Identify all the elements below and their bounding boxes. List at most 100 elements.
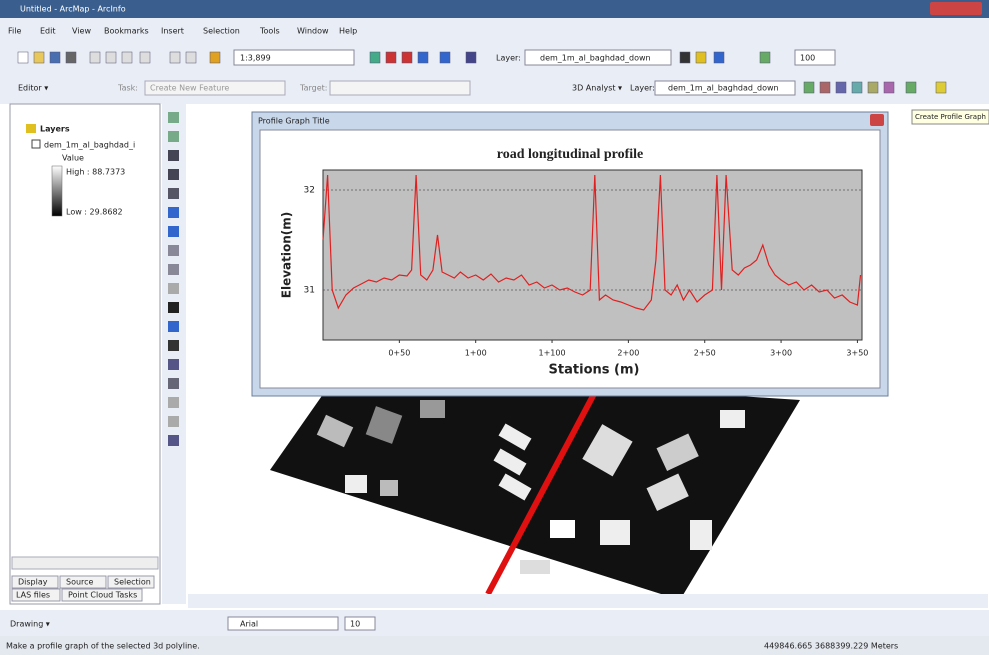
- toc-tab[interactable]: [59, 575, 107, 589]
- tool-button[interactable]: [168, 435, 179, 446]
- toc-root: Layers: [40, 125, 70, 134]
- x-tick-label: 3+00: [770, 349, 792, 358]
- plot-area: [322, 169, 863, 341]
- color-ramp: [51, 165, 63, 217]
- tool-button[interactable]: [168, 397, 179, 408]
- tool-button[interactable]: [168, 283, 179, 294]
- tooltip: [911, 109, 989, 125]
- target-dropdown[interactable]: [329, 80, 471, 96]
- window-title: Untitled - ArcMap - ArcInfo: [20, 5, 126, 14]
- selected-polyline[interactable]: [485, 390, 598, 596]
- tool-button[interactable]: [168, 321, 179, 332]
- menu-item[interactable]: Window: [297, 27, 329, 36]
- tool-button[interactable]: [168, 378, 179, 389]
- y-tick-label: 31: [304, 286, 315, 296]
- tool-button[interactable]: [168, 188, 179, 199]
- scale-value: 1:3,899: [240, 54, 271, 63]
- analyst-icons: [803, 81, 947, 94]
- toc-value: Value: [62, 154, 84, 163]
- toc-tab-label: Selection: [114, 578, 151, 587]
- tool-button[interactable]: [168, 245, 179, 256]
- menu: File Edit View Bookmarks Insert Selection Tool…: [8, 27, 357, 36]
- window-controls[interactable]: [930, 2, 982, 15]
- tool-button[interactable]: [168, 340, 179, 351]
- tool-button[interactable]: [168, 416, 179, 427]
- tool-button[interactable]: [168, 112, 179, 123]
- tool-button[interactable]: [168, 207, 179, 218]
- tool-button[interactable]: [168, 131, 179, 142]
- analyst-layer-dropdown[interactable]: [654, 80, 796, 96]
- layer-checkbox[interactable]: [31, 139, 41, 149]
- toc-tab-label: LAS files: [16, 591, 50, 600]
- tool-button[interactable]: [168, 169, 179, 180]
- profile-close[interactable]: [870, 114, 884, 126]
- toc-scrollbar[interactable]: [11, 556, 159, 570]
- analyst-layer-value: dem_1m_al_baghdad_down: [668, 84, 779, 93]
- x-tick-label: 0+50: [388, 349, 410, 358]
- menu-item[interactable]: Edit: [40, 27, 56, 36]
- toc-tab[interactable]: [61, 588, 143, 602]
- y-tick-label: 32: [304, 186, 315, 196]
- font-value: Arial: [240, 620, 258, 629]
- tool-button[interactable]: [168, 359, 179, 370]
- menu-item[interactable]: Help: [339, 27, 357, 36]
- layer-label: Layer:: [496, 54, 521, 63]
- size-dropdown[interactable]: [344, 616, 376, 631]
- x-tick-label: 1+100: [539, 349, 566, 358]
- table-of-contents: [9, 103, 161, 605]
- toc-tab-label: Point Cloud Tasks: [68, 591, 137, 600]
- drawing-toolbar: [0, 610, 989, 636]
- map-scrollbar[interactable]: [188, 594, 988, 608]
- status-coords: 449846.665 3688399.229 Meters: [764, 642, 898, 651]
- buildings: [316, 400, 745, 574]
- task-value: Create New Feature: [150, 84, 229, 93]
- task-dropdown[interactable]: [144, 80, 286, 96]
- toc-tab-label: Display: [18, 578, 48, 587]
- toc-tabs: Display Source Selection LAS files Point Clo…: [11, 575, 155, 602]
- tool-button[interactable]: [168, 150, 179, 161]
- toc-tab[interactable]: [11, 575, 59, 589]
- toc-high: High : 88.7373: [66, 168, 125, 177]
- tool-button[interactable]: [168, 264, 179, 275]
- menu-item[interactable]: Selection: [203, 27, 240, 36]
- title-bar: [0, 0, 989, 18]
- analyst-layer-label: Layer:: [630, 84, 655, 93]
- task-label: Task:: [117, 84, 138, 93]
- scale-box[interactable]: [233, 49, 355, 66]
- editor-menu[interactable]: Editor ▾: [18, 84, 48, 93]
- menu-item[interactable]: Bookmarks: [104, 27, 149, 36]
- layer-dropdown[interactable]: [524, 49, 672, 66]
- tool-icons: [168, 112, 179, 446]
- status-message: Make a profile graph of the selected 3d …: [6, 642, 200, 651]
- toc-layer: dem_1m_al_baghdad_i: [44, 141, 135, 150]
- percent-value: 100: [800, 54, 815, 63]
- menu-item[interactable]: View: [72, 27, 91, 36]
- dem-raster: [270, 370, 800, 600]
- tools-toolbar: [162, 104, 186, 604]
- profile-chart: 31 32 0+50 1+00 1+100 2+00 2+50 3+00 3+50: [304, 169, 868, 358]
- x-tick-label: 2+50: [694, 349, 716, 358]
- tool-button[interactable]: [168, 302, 179, 313]
- x-axis-label: Stations (m): [549, 363, 640, 378]
- tooltip-text: Create Profile Graph: [915, 113, 986, 121]
- toc-tab[interactable]: [11, 588, 61, 602]
- tool-button[interactable]: [168, 226, 179, 237]
- layer-value: dem_1m_al_baghdad_down: [540, 54, 651, 63]
- y-axis-label: Elevation(m): [280, 212, 294, 298]
- percent-box[interactable]: [794, 49, 836, 66]
- size-value: 10: [350, 620, 360, 629]
- toc-tab[interactable]: [107, 575, 155, 589]
- status-bar: [0, 636, 989, 655]
- toolbar-icons: [17, 51, 771, 64]
- target-label: Target:: [299, 84, 327, 93]
- analyst-menu[interactable]: 3D Analyst ▾: [572, 84, 622, 93]
- menu-item[interactable]: Tools: [259, 27, 280, 36]
- x-tick-label: 2+00: [617, 349, 639, 358]
- font-dropdown[interactable]: [227, 616, 339, 631]
- menu-item[interactable]: Insert: [161, 27, 184, 36]
- menu-bar: [0, 18, 989, 44]
- profile-line: [322, 174, 862, 311]
- drawing-menu[interactable]: Drawing ▾: [10, 620, 50, 629]
- menu-item[interactable]: File: [8, 27, 21, 36]
